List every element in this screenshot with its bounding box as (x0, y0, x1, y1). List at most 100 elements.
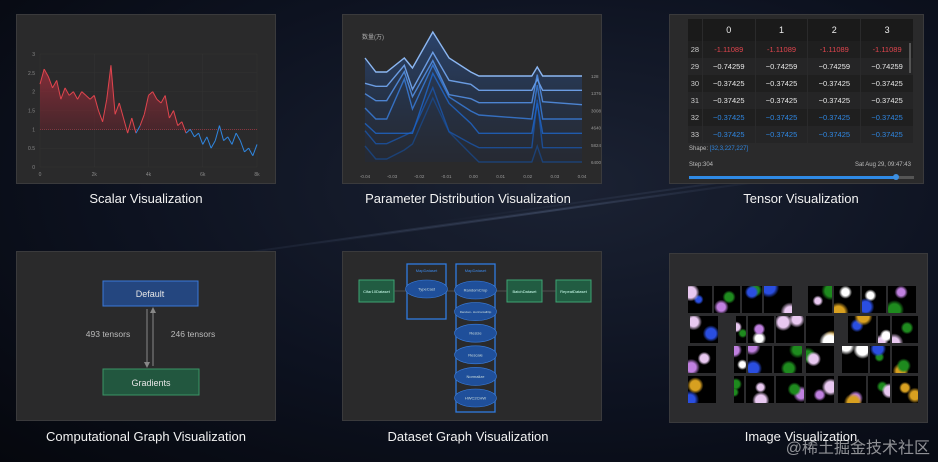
image-thumbnail[interactable] (892, 376, 918, 403)
cifar-node[interactable]: Cifar10Dataset (363, 289, 391, 294)
scalar-segment (148, 91, 154, 96)
image-thumbnail[interactable] (774, 346, 802, 373)
scalar-segment (60, 87, 66, 100)
image-thumbnail[interactable] (838, 376, 866, 403)
image-thumbnail[interactable] (892, 316, 918, 343)
scalar-area (40, 65, 221, 130)
image-thumbnail[interactable] (870, 346, 890, 373)
scalar-segment (89, 95, 95, 100)
image-thumbnail[interactable] (888, 286, 916, 313)
image-thumbnail[interactable] (736, 316, 746, 343)
image-panel (669, 253, 928, 423)
scalar-segment (47, 76, 53, 89)
step-label: 3008 (591, 108, 602, 113)
image-thumbnail[interactable] (690, 316, 718, 343)
image-thumbnail[interactable] (806, 316, 834, 343)
image-thumbnail[interactable] (878, 316, 890, 343)
column-header: 1 (755, 19, 809, 41)
row-index: 31 (688, 92, 703, 109)
image-thumbnail[interactable] (868, 376, 890, 403)
scalar-segment (173, 110, 179, 126)
scalar-segment (114, 102, 120, 115)
scalar-segment (143, 95, 149, 115)
scalar-segment (110, 65, 116, 115)
step-label: 4640 (591, 126, 602, 131)
image-thumbnail[interactable] (776, 316, 804, 343)
image-thumbnail[interactable] (776, 376, 804, 403)
op-node (454, 388, 497, 408)
table-row: 33 −0.37425 −0.37425 −0.37425 −0.37425 (688, 126, 914, 143)
image-thumbnail[interactable] (748, 346, 772, 373)
image-thumbnail[interactable] (742, 286, 762, 313)
table-row: 28 -1.11089 -1.11089 -1.11089 -1.11089 (688, 41, 914, 58)
y-tick-label: 1 (32, 127, 35, 133)
scalar-segment (198, 132, 204, 145)
image-thumbnail[interactable] (892, 346, 918, 373)
table-row: 30 −0.37425 −0.37425 −0.37425 −0.37425 (688, 75, 914, 92)
step-slider[interactable] (689, 174, 914, 180)
image-thumbnail[interactable] (834, 286, 860, 313)
image-thumbnail[interactable] (806, 376, 834, 403)
scalar-segment (194, 132, 199, 138)
image-thumbnail[interactable] (842, 346, 868, 373)
repeat-node[interactable]: RepeatDataset (560, 289, 588, 294)
image-thumbnail[interactable] (748, 316, 774, 343)
x-tick-label: -0.01 (441, 174, 452, 179)
op-label: Random- HorizontalFlip (460, 310, 492, 314)
scalar-segment (127, 117, 133, 134)
image-thumbnail[interactable] (764, 286, 792, 313)
slider-knob[interactable] (893, 174, 899, 180)
scalar-segment (244, 147, 249, 153)
x-tick-label: 4k (146, 172, 152, 178)
batch-node[interactable]: BatchDataset (512, 289, 537, 294)
y-tick-label: 0.5 (28, 146, 35, 152)
image-thumbnail[interactable] (734, 346, 746, 373)
scalar-segment (235, 132, 241, 141)
image-thumbnail[interactable] (806, 346, 834, 373)
image-thumbnail[interactable] (688, 376, 716, 403)
x-tick-label: 0.02 (523, 174, 532, 179)
scalar-caption: Scalar Visualization (89, 191, 203, 206)
image-thumbnail[interactable] (808, 286, 832, 313)
tensor-cell: −0.37425 (702, 92, 756, 109)
row-index: 28 (688, 41, 703, 58)
graph-caption: Computational Graph Visualization (46, 429, 246, 444)
tensor-cell: −0.37425 (860, 75, 914, 92)
scalar-segment (102, 99, 108, 122)
scalar-segment (181, 121, 187, 134)
table-row: 31 −0.37425 −0.37425 −0.37425 −0.37425 (688, 92, 914, 109)
shape-value: [32,3,227,227] (709, 146, 749, 152)
image-thumbnail[interactable] (688, 346, 716, 373)
y-tick-label: 3 (32, 52, 35, 58)
gradients-node[interactable] (102, 368, 200, 396)
table-scrollbar[interactable] (909, 43, 911, 73)
table-row: 29 −0.74259 −0.74259 −0.74259 −0.74259 (688, 58, 914, 75)
image-thumbnail[interactable] (862, 286, 886, 313)
tensor-cell: −0.37425 (860, 92, 914, 109)
default-node[interactable] (102, 280, 199, 307)
op-label: RandomCrop (464, 288, 489, 293)
image-thumbnail[interactable] (734, 376, 744, 403)
scalar-segment (64, 87, 70, 96)
tensor-cell: −0.74259 (807, 58, 862, 75)
image-thumbnail[interactable] (688, 286, 712, 313)
image-thumbnail[interactable] (746, 376, 774, 403)
ridge-fill (365, 32, 582, 162)
scalar-segment (72, 91, 78, 100)
x-tick-label: -0.03 (387, 174, 398, 179)
image-thumbnail[interactable] (848, 316, 876, 343)
scalar-segment (185, 128, 191, 134)
shape-label: Shape: (689, 146, 709, 152)
image-thumbnail[interactable] (714, 286, 740, 313)
x-tick-label: 8k (254, 172, 260, 178)
op-label: Normalize (466, 374, 485, 379)
op-label: HWC2CHW (465, 396, 487, 401)
scalar-segment (156, 98, 162, 104)
map-dataset-1-title: MapDataset (416, 268, 438, 273)
dataset-panel: Cifar10Dataset MapDataset MapDataset Bat… (342, 251, 602, 421)
column-header: 0 (702, 19, 756, 41)
scalar-segment (177, 121, 183, 126)
step-label: Step:304 (689, 162, 714, 168)
x-tick-label: 0.03 (550, 174, 559, 179)
map-dataset-2[interactable] (455, 263, 496, 413)
